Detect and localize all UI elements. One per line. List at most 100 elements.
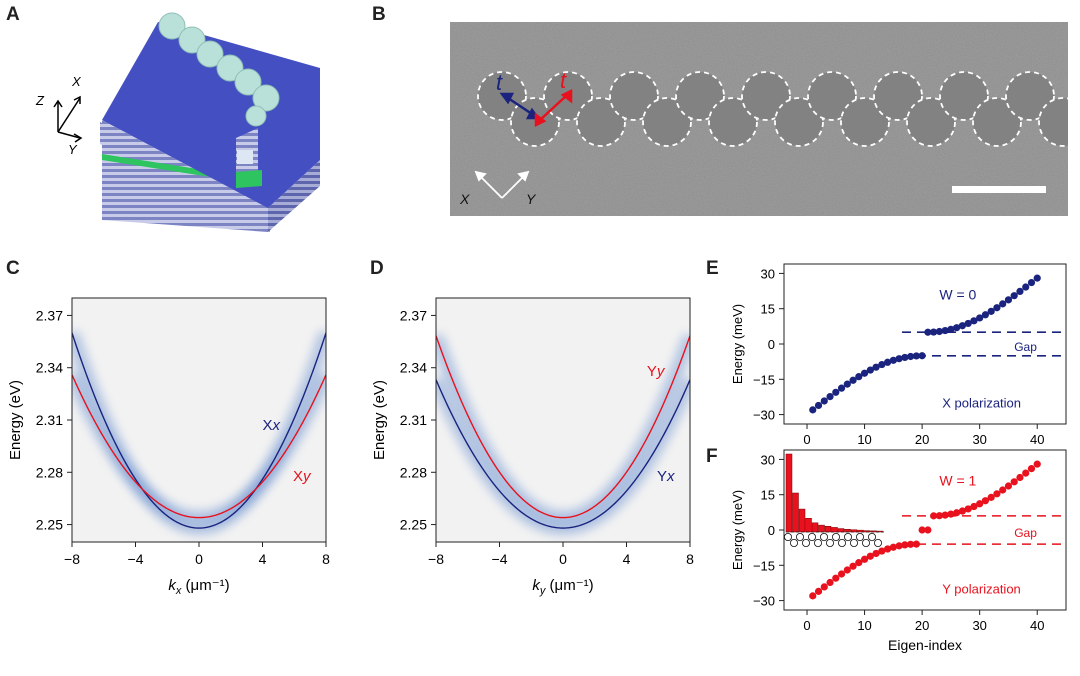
series-label-yx: Yx xyxy=(657,468,675,485)
inset-bar xyxy=(792,492,799,533)
eigen-point xyxy=(889,543,897,551)
eigen-point xyxy=(1004,482,1013,490)
eigen-point xyxy=(1022,283,1030,291)
y-tick-label: 2.28 xyxy=(400,464,427,480)
inset-pillar-icon xyxy=(832,533,841,542)
eigen-point xyxy=(941,326,949,335)
eigen-point xyxy=(924,328,932,336)
inset-pillar-icon xyxy=(784,533,793,542)
y-tick-label: 2.37 xyxy=(400,307,427,323)
eigen-point xyxy=(837,384,846,392)
inset-pillar-icon xyxy=(802,539,811,548)
y-tick-label: 0 xyxy=(768,337,775,352)
pillar-outline xyxy=(675,71,725,121)
eigen-point xyxy=(941,511,949,519)
pillar-outline xyxy=(807,71,857,121)
x-tick-label: 0 xyxy=(803,618,810,633)
eigen-point xyxy=(981,497,990,505)
y-tick-label: 2.31 xyxy=(36,412,63,428)
eigen-point xyxy=(895,355,903,363)
eigen-point xyxy=(820,583,828,591)
x-axis-label: kx (μm⁻¹) xyxy=(168,577,229,597)
x-tick-label: 0 xyxy=(803,432,810,444)
eigen-point xyxy=(866,552,874,560)
cube-side-face xyxy=(268,160,320,232)
eigen-point xyxy=(832,388,840,396)
axis-label-y: Y xyxy=(68,142,78,157)
scale-bar xyxy=(952,186,1046,193)
pillar-outline xyxy=(1038,97,1068,147)
inset-pillar-icon xyxy=(838,539,847,548)
polarization-label: X polarization xyxy=(942,396,1021,411)
inset-pillar-icon xyxy=(867,533,876,542)
eigen-point xyxy=(981,311,990,319)
eigen-point xyxy=(1004,296,1013,304)
eigen-point xyxy=(912,352,920,360)
polarization-label: Y polarization xyxy=(942,582,1021,597)
axes-indicator-b xyxy=(474,170,530,199)
inset-bar xyxy=(785,453,793,533)
eigen-point xyxy=(918,352,926,360)
eigen-point xyxy=(883,358,892,366)
y-axis-label: Energy (eV) xyxy=(7,380,24,460)
eigen-point xyxy=(809,592,817,600)
x-axis-label: ky (μm⁻¹) xyxy=(532,577,593,597)
eigen-point xyxy=(930,512,938,520)
axis-label-y: Y xyxy=(526,191,537,207)
y-tick-label: 2.25 xyxy=(400,517,427,533)
eigen-point xyxy=(958,507,967,515)
eigen-point xyxy=(860,555,869,563)
panel-letter-f: F xyxy=(706,446,718,467)
eigen-point xyxy=(901,541,909,549)
x-tick-label: 20 xyxy=(915,618,929,633)
pillar-outline xyxy=(576,97,626,147)
eigen-point xyxy=(964,505,972,513)
hopping-arrow-red xyxy=(534,88,573,128)
eigen-point xyxy=(947,325,955,333)
inset-bar xyxy=(837,528,845,533)
pillar-outline xyxy=(774,97,824,147)
eigen-point xyxy=(849,376,857,384)
axes-indicator-a xyxy=(53,95,83,143)
eigen-point xyxy=(1027,465,1036,473)
eigen-point xyxy=(849,562,857,570)
eigen-point xyxy=(860,369,869,377)
plot-area xyxy=(436,298,690,542)
eigen-point xyxy=(889,356,897,364)
eigen-point xyxy=(878,360,886,369)
x-tick-label: 10 xyxy=(857,432,871,444)
eigen-point xyxy=(855,559,863,567)
eigen-point xyxy=(976,500,984,508)
x-tick-label: 4 xyxy=(259,551,267,567)
panel-b-sem-image: t t X Y xyxy=(450,22,1068,216)
eigen-point xyxy=(809,406,817,414)
eigen-point xyxy=(814,401,823,410)
inset-bar xyxy=(824,526,832,533)
series-line-xy xyxy=(72,374,326,519)
eigen-point xyxy=(901,353,909,362)
hopping-label-blue: t xyxy=(496,70,503,95)
edge-state-point xyxy=(918,526,926,534)
gap-label: Gap xyxy=(1014,526,1037,540)
eigen-point xyxy=(826,578,834,587)
y-tick-label: 2.31 xyxy=(400,412,427,428)
eigen-point xyxy=(953,324,961,332)
axis-label-x: X xyxy=(71,74,82,89)
eigen-point xyxy=(935,512,943,520)
panel-a-device-illustration: Z X Y xyxy=(35,12,320,232)
eigen-point xyxy=(912,540,920,548)
eigen-point xyxy=(976,314,984,322)
eigen-point xyxy=(987,307,995,315)
eigen-point xyxy=(1010,292,1018,300)
eigen-point xyxy=(930,328,938,336)
eigen-point xyxy=(907,352,915,361)
y-axis-label: Energy (meV) xyxy=(730,304,745,384)
x-tick-label: −8 xyxy=(64,551,80,567)
panel-letter-e: E xyxy=(706,258,719,279)
series-line-yx xyxy=(436,379,690,529)
panel-letter-a: A xyxy=(6,4,20,25)
eigen-point xyxy=(1033,460,1041,468)
inset-pillar-icon xyxy=(826,539,835,548)
eigen-point xyxy=(837,570,846,578)
eigen-point xyxy=(1022,469,1030,477)
